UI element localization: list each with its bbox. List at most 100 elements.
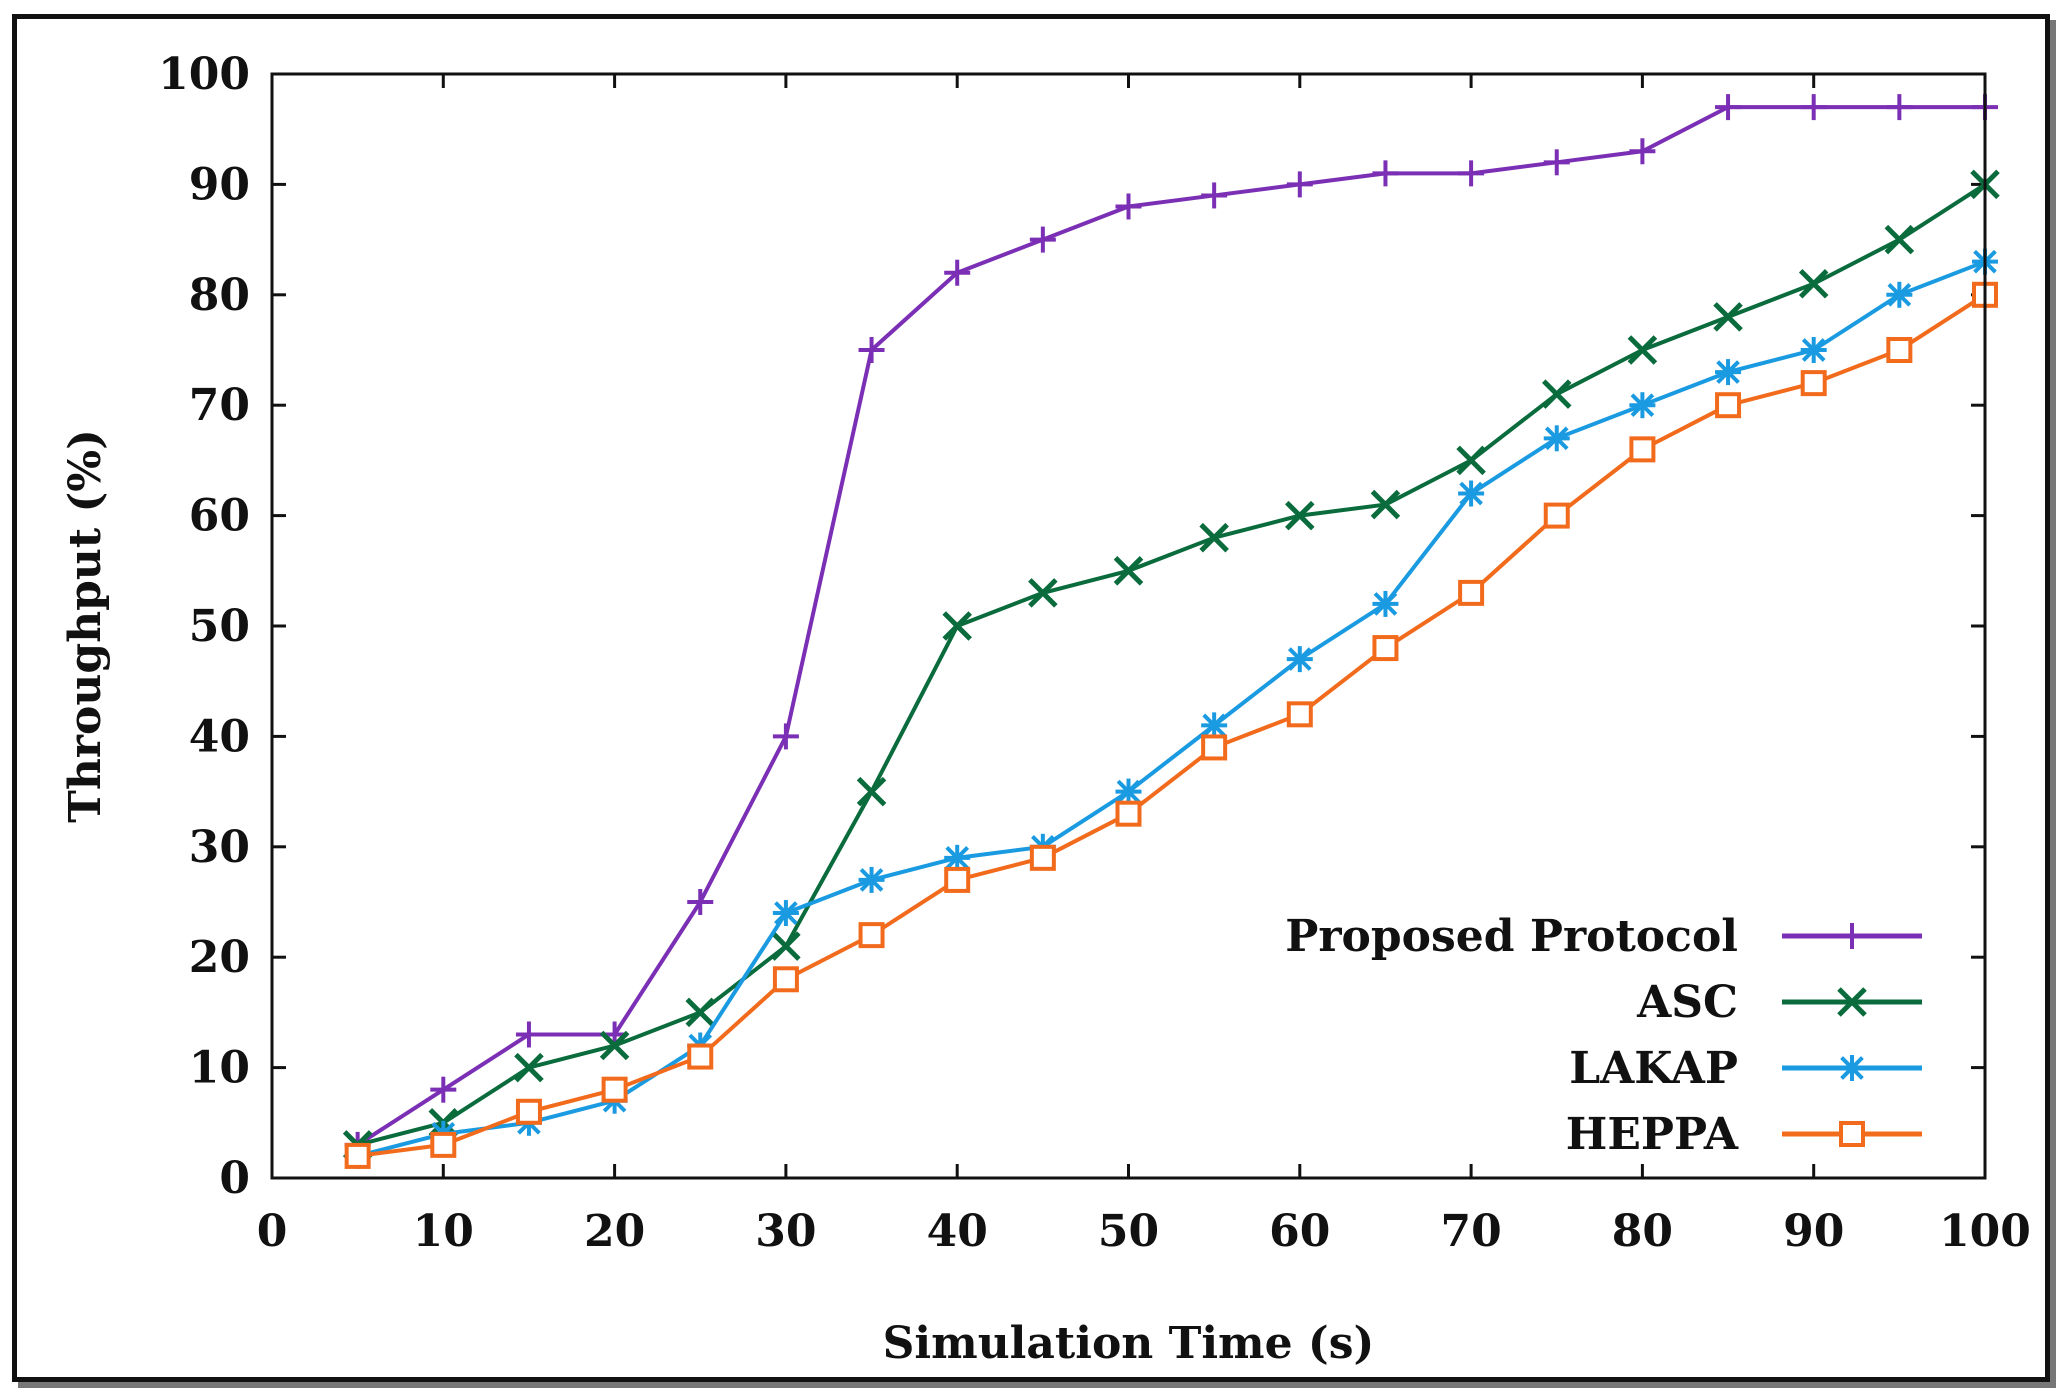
- data-point-proposed-protocol: [1458, 160, 1485, 187]
- data-point-lakap: [944, 844, 971, 871]
- tick-layer: 0 10 20 30 40 50 60 70 80 90 100 0 10 20 30 40 50 60 70 80 9…: [158, 49, 2031, 1257]
- data-point-proposed-protocol: [430, 1076, 457, 1103]
- data-point-heppa: [858, 922, 885, 949]
- legend-label: HEPPA: [1566, 1109, 1739, 1160]
- data-point-heppa: [601, 1076, 628, 1103]
- data-point-heppa: [687, 1043, 714, 1070]
- data-point-heppa: [1029, 844, 1056, 871]
- data-point-proposed-protocol: [687, 889, 714, 915]
- data-point-lakap: [1458, 480, 1485, 507]
- x-tick-label: 30: [755, 1206, 816, 1257]
- legend: Proposed Protocol ASC LAKAP HEPPA: [1285, 911, 1922, 1160]
- data-point-proposed-protocol: [772, 723, 799, 750]
- data-point-proposed-protocol: [1800, 94, 1827, 121]
- data-point-heppa: [1372, 635, 1399, 662]
- legend-entry-proposed-protocol: Proposed Protocol: [1285, 911, 1922, 962]
- data-point-heppa: [1800, 370, 1827, 397]
- data-point-proposed-protocol: [1115, 193, 1142, 220]
- y-tick-label: 30: [189, 822, 250, 873]
- data-point-asc: [1541, 379, 1572, 409]
- data-point-heppa: [772, 966, 799, 993]
- data-point-asc: [942, 611, 972, 641]
- data-point-lakap: [1201, 712, 1228, 739]
- y-tick-label: 50: [189, 601, 250, 652]
- y-tick-label: 10: [189, 1043, 250, 1094]
- y-tick-label: 90: [189, 159, 250, 210]
- data-point-proposed-protocol: [858, 337, 885, 363]
- data-point-asc: [1798, 268, 1829, 299]
- data-point-proposed-protocol: [1029, 226, 1056, 253]
- data-point-asc: [685, 997, 716, 1028]
- data-point-asc: [1884, 224, 1915, 255]
- data-point-asc: [1627, 335, 1658, 365]
- data-point-heppa: [1715, 392, 1742, 419]
- data-point-proposed-protocol: [1286, 171, 1313, 198]
- data-point-asc: [1113, 556, 1144, 586]
- data-point-asc: [1713, 302, 1743, 332]
- data-point-heppa: [1886, 337, 1913, 363]
- data-point-proposed-protocol: [515, 1021, 542, 1048]
- legend-entry-heppa: HEPPA: [1566, 1109, 1922, 1160]
- data-point-lakap: [1372, 590, 1399, 617]
- y-tick-label: 60: [189, 491, 250, 542]
- x-tick-label: 100: [1939, 1206, 2031, 1257]
- series-layer: [342, 94, 2000, 1169]
- y-axis-title: Throughput (%): [60, 429, 111, 823]
- series-asc: [342, 169, 2000, 1160]
- data-point-lakap: [858, 866, 885, 893]
- data-point-asc: [1285, 500, 1315, 531]
- x-tick-label: 10: [413, 1206, 474, 1257]
- data-point-heppa: [515, 1098, 542, 1125]
- series-heppa: [344, 281, 1998, 1169]
- data-point-asc: [1028, 578, 1058, 608]
- data-point-heppa: [1286, 701, 1313, 728]
- data-point-lakap: [1629, 392, 1656, 419]
- data-point-heppa: [1458, 579, 1485, 606]
- y-tick-label: 80: [189, 270, 250, 321]
- data-point-asc: [1370, 489, 1401, 520]
- y-tick-label: 0: [219, 1153, 250, 1204]
- legend-marker: [1839, 923, 1865, 949]
- data-point-lakap: [772, 900, 799, 927]
- data-point-lakap: [1800, 337, 1827, 363]
- data-point-heppa: [1543, 502, 1570, 529]
- x-tick-label: 40: [927, 1206, 988, 1257]
- x-tick-label: 0: [257, 1206, 288, 1257]
- series-lakap: [344, 248, 1998, 1169]
- legend-entry-lakap: LAKAP: [1569, 1043, 1922, 1094]
- legend-marker: [1837, 987, 1867, 1017]
- series-line-asc: [357, 182, 1987, 1147]
- data-point-asc: [1456, 445, 1486, 476]
- legend-marker: [1839, 1121, 1865, 1147]
- y-tick-label: 40: [189, 711, 250, 762]
- y-tick-label: 70: [189, 380, 250, 431]
- data-point-proposed-protocol: [1629, 138, 1656, 165]
- data-point-asc: [1199, 522, 1229, 553]
- y-tick-label: 100: [158, 49, 250, 100]
- series-proposed-protocol: [344, 94, 1998, 1158]
- data-point-heppa: [1115, 800, 1142, 827]
- data-point-proposed-protocol: [1886, 94, 1913, 121]
- x-axis-title: Simulation Time (s): [883, 1318, 1375, 1369]
- x-tick-label: 50: [1098, 1206, 1159, 1257]
- data-point-heppa: [344, 1142, 371, 1169]
- data-point-proposed-protocol: [1543, 149, 1570, 176]
- plot-border: [270, 72, 1987, 1180]
- series-line-lakap: [357, 259, 1986, 1158]
- data-point-asc: [856, 776, 887, 807]
- data-point-asc: [771, 931, 801, 961]
- legend-marker: [1839, 1055, 1865, 1081]
- data-point-lakap: [1286, 646, 1313, 673]
- data-point-lakap: [1886, 281, 1913, 308]
- series-line-proposed-protocol: [356, 105, 1985, 1147]
- data-point-lakap: [1115, 778, 1142, 805]
- x-tick-label: 70: [1440, 1206, 1501, 1257]
- x-tick-label: 90: [1783, 1206, 1844, 1257]
- data-point-proposed-protocol: [944, 259, 971, 286]
- legend-entry-asc: ASC: [1636, 977, 1922, 1028]
- x-tick-label: 60: [1269, 1206, 1330, 1257]
- y-tick-label: 20: [189, 932, 250, 983]
- data-point-lakap: [1715, 359, 1742, 386]
- data-point-proposed-protocol: [1201, 182, 1228, 209]
